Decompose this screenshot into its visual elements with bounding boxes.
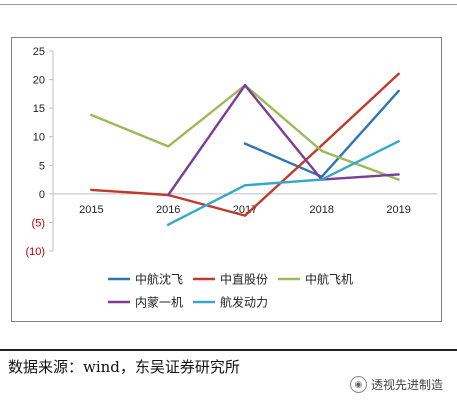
top-rule (0, 4, 457, 5)
chart-frame (11, 37, 442, 322)
data-point (243, 84, 247, 87)
legend-label: 中航沈飞 (135, 272, 183, 287)
source-note: 数据来源：wind，东吴证券研究所 (8, 358, 240, 376)
legend-label: 中直股份 (220, 272, 268, 287)
y-tick-label: 15 (33, 103, 45, 115)
legend-label: 中航飞机 (305, 272, 353, 287)
data-point (167, 223, 170, 226)
data-point (90, 113, 93, 117)
data-point (397, 72, 400, 76)
data-point (167, 193, 170, 197)
data-point (320, 178, 323, 181)
legend-label: 内蒙一机 (135, 296, 183, 310)
source-rule (0, 349, 457, 351)
data-point (320, 144, 323, 147)
watermark-label: 透视先进制造 (370, 378, 443, 392)
y-tick-label: 10 (33, 132, 45, 144)
x-tick-label: 2015 (79, 204, 103, 216)
y-tick-label: (5) (32, 217, 45, 229)
data-point (167, 145, 170, 148)
legend-label: 航发动力 (220, 295, 268, 310)
data-point (243, 184, 247, 187)
x-tick-label: 2016 (156, 204, 180, 216)
series-line-5 (166, 140, 400, 226)
watermark: ◉ 透视先进制造 (349, 376, 443, 393)
y-tick-label: 0 (39, 189, 45, 201)
series-line-4 (166, 84, 400, 197)
x-tick-label: 2019 (386, 204, 410, 216)
data-point (320, 149, 323, 153)
y-tick-label: 25 (33, 46, 45, 58)
data-point (397, 173, 400, 176)
data-point (243, 142, 247, 145)
data-point (397, 140, 400, 143)
y-tick-label: 5 (39, 160, 45, 172)
data-point (243, 214, 247, 217)
data-point (397, 178, 400, 181)
x-tick-label: 2018 (310, 204, 334, 216)
y-tick-label: (10) (25, 246, 45, 258)
wechat-icon: ◉ (349, 376, 367, 393)
data-point (397, 89, 400, 93)
data-point (90, 188, 93, 192)
y-tick-label: 20 (33, 75, 45, 87)
